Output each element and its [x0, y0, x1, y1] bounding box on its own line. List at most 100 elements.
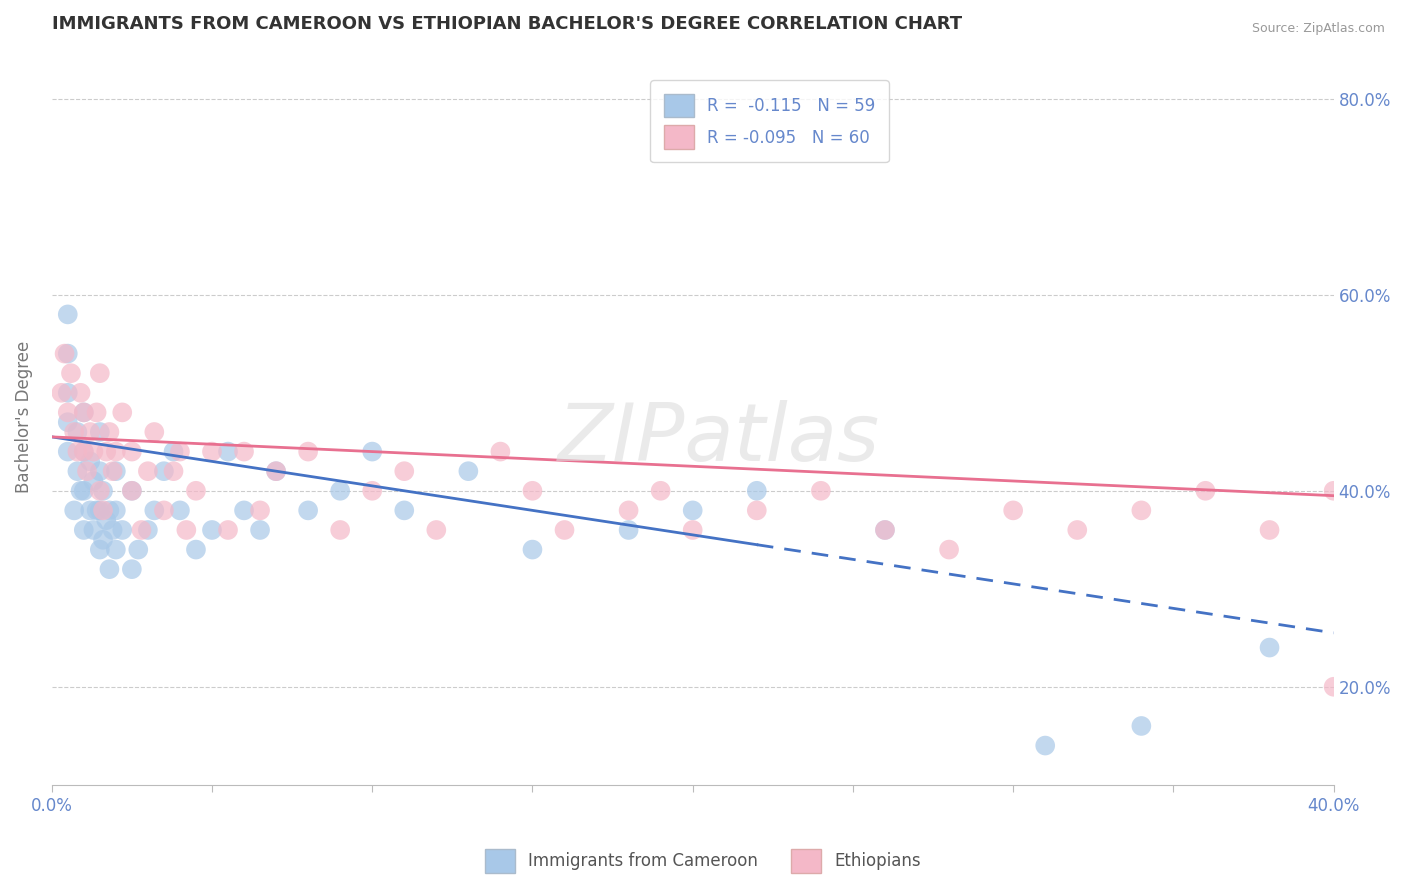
Point — [264, 464, 287, 478]
Point — [111, 405, 134, 419]
Point — [553, 523, 575, 537]
Point — [650, 483, 672, 498]
Point — [66, 444, 89, 458]
Point — [249, 503, 271, 517]
Point — [153, 503, 176, 517]
Point — [682, 503, 704, 517]
Point — [51, 385, 73, 400]
Point — [104, 444, 127, 458]
Point — [1066, 523, 1088, 537]
Point — [89, 483, 111, 498]
Point — [1130, 719, 1153, 733]
Point — [617, 523, 640, 537]
Point — [121, 562, 143, 576]
Point — [162, 464, 184, 478]
Point — [104, 503, 127, 517]
Point — [329, 483, 352, 498]
Point — [873, 523, 896, 537]
Point — [56, 415, 79, 429]
Point — [745, 503, 768, 517]
Point — [104, 542, 127, 557]
Point — [810, 483, 832, 498]
Point — [682, 523, 704, 537]
Point — [73, 444, 96, 458]
Point — [1258, 640, 1281, 655]
Point — [457, 464, 479, 478]
Point — [184, 542, 207, 557]
Text: ZIPatlas: ZIPatlas — [557, 401, 879, 478]
Point — [1130, 503, 1153, 517]
Point — [56, 307, 79, 321]
Point — [56, 444, 79, 458]
Point — [233, 503, 256, 517]
Point — [873, 523, 896, 537]
Text: Source: ZipAtlas.com: Source: ZipAtlas.com — [1251, 22, 1385, 36]
Point — [1323, 680, 1346, 694]
Point — [73, 444, 96, 458]
Point — [127, 542, 149, 557]
Point — [73, 523, 96, 537]
Point — [1194, 483, 1216, 498]
Point — [101, 523, 124, 537]
Point — [233, 444, 256, 458]
Point — [394, 464, 416, 478]
Point — [131, 523, 153, 537]
Point — [89, 542, 111, 557]
Point — [86, 503, 108, 517]
Point — [79, 454, 101, 468]
Point — [91, 503, 114, 517]
Point — [143, 503, 166, 517]
Point — [69, 385, 91, 400]
Point — [79, 503, 101, 517]
Point — [136, 464, 159, 478]
Point — [66, 425, 89, 439]
Point — [89, 464, 111, 478]
Point — [82, 444, 104, 458]
Point — [361, 444, 384, 458]
Point — [91, 483, 114, 498]
Point — [101, 464, 124, 478]
Point — [169, 503, 191, 517]
Point — [264, 464, 287, 478]
Legend: Immigrants from Cameroon, Ethiopians: Immigrants from Cameroon, Ethiopians — [478, 842, 928, 880]
Point — [89, 425, 111, 439]
Point — [82, 474, 104, 488]
Point — [745, 483, 768, 498]
Point — [1033, 739, 1056, 753]
Point — [98, 425, 121, 439]
Point — [73, 405, 96, 419]
Text: IMMIGRANTS FROM CAMEROON VS ETHIOPIAN BACHELOR'S DEGREE CORRELATION CHART: IMMIGRANTS FROM CAMEROON VS ETHIOPIAN BA… — [52, 15, 962, 33]
Point — [143, 425, 166, 439]
Point — [1002, 503, 1025, 517]
Point — [66, 464, 89, 478]
Point — [89, 366, 111, 380]
Point — [73, 405, 96, 419]
Point — [79, 425, 101, 439]
Point — [111, 523, 134, 537]
Point — [201, 523, 224, 537]
Point — [53, 346, 76, 360]
Point — [69, 483, 91, 498]
Point — [91, 533, 114, 547]
Point — [153, 464, 176, 478]
Point — [1258, 523, 1281, 537]
Point — [98, 562, 121, 576]
Point — [96, 513, 118, 527]
Point — [82, 523, 104, 537]
Point — [89, 503, 111, 517]
Point — [63, 425, 86, 439]
Point — [617, 503, 640, 517]
Point — [329, 523, 352, 537]
Point — [169, 444, 191, 458]
Point — [121, 444, 143, 458]
Point — [297, 444, 319, 458]
Point — [63, 503, 86, 517]
Point — [361, 483, 384, 498]
Point — [162, 444, 184, 458]
Point — [76, 464, 98, 478]
Point — [96, 444, 118, 458]
Point — [56, 346, 79, 360]
Point — [425, 523, 447, 537]
Point — [121, 483, 143, 498]
Point — [59, 366, 82, 380]
